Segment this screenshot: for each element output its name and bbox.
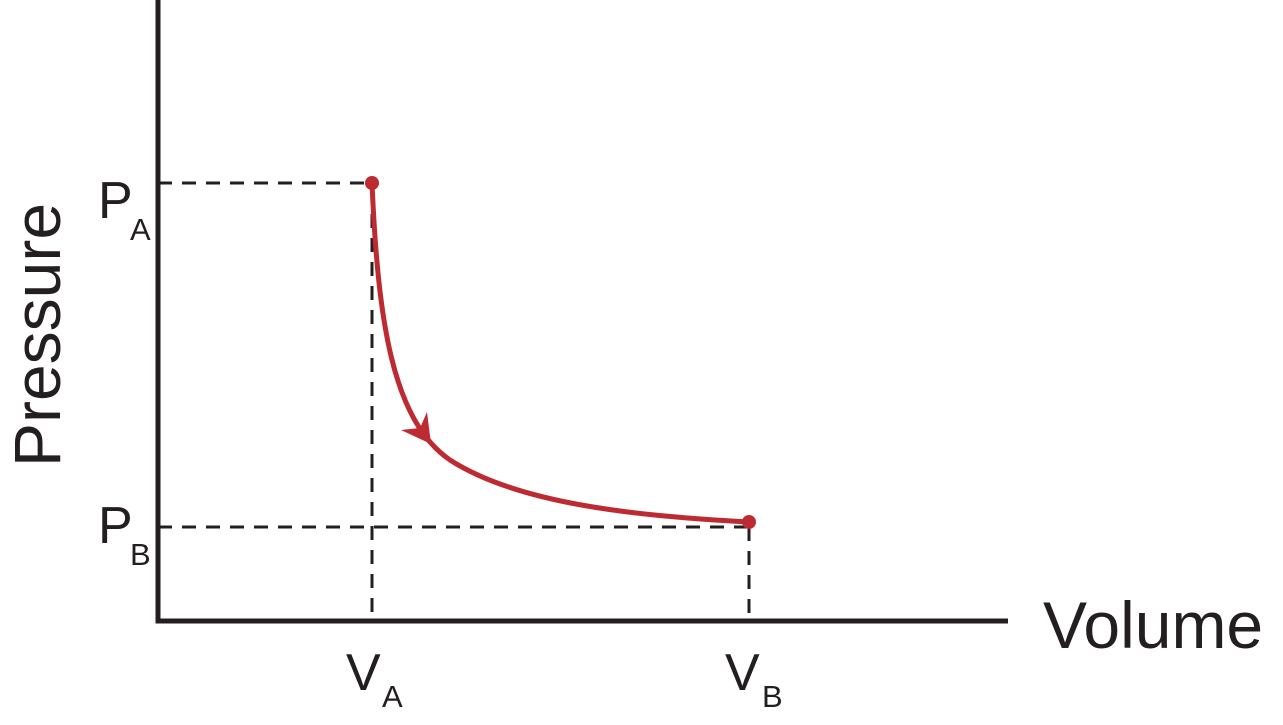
pressure-label: P [98,172,133,230]
state-point [742,515,756,529]
pressure-subscript: A [130,212,151,247]
process-curve [369,182,750,525]
volume-label: V [346,644,381,702]
y-axis-label: Pressure [0,203,74,467]
volume-subscript: A [382,679,403,714]
x-axis-label: Volume [1043,588,1263,662]
state-point [365,176,379,190]
pressure-label: P [98,497,133,555]
arrow-head [401,412,431,444]
axes [155,0,1008,624]
volume-label: V [725,644,760,702]
volume-subscript: B [762,679,783,714]
pressure-subscript: B [130,537,151,572]
